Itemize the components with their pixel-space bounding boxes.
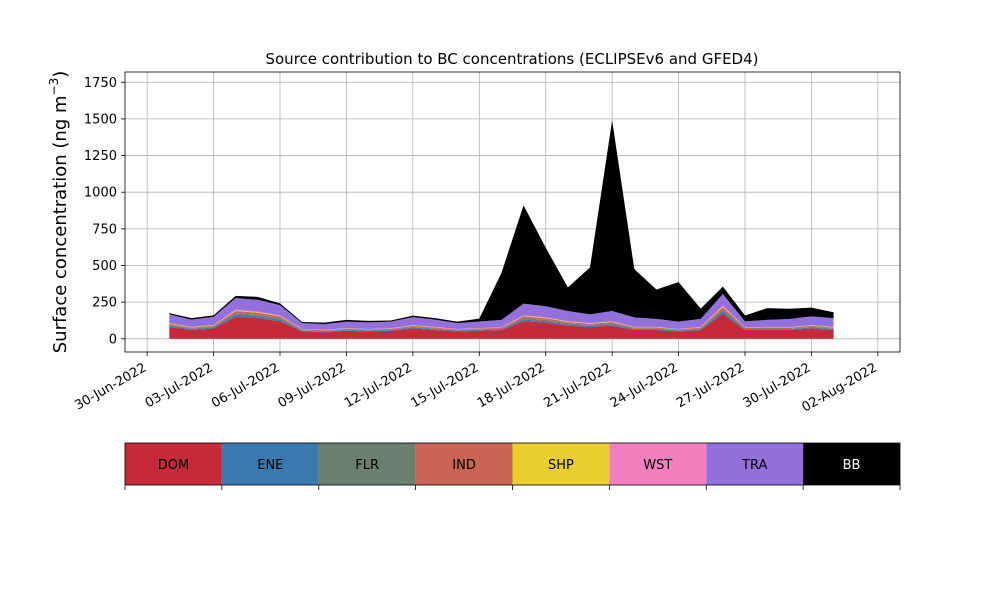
y-tick-label: 1250 <box>84 149 117 164</box>
x-tick-label: 30-Jun-2022 <box>72 360 149 413</box>
legend-label-ene: ENE <box>257 458 283 473</box>
x-tick-label: 27-Jul-2022 <box>674 360 747 411</box>
y-tick-label: 500 <box>92 259 117 274</box>
area-bb <box>169 120 834 325</box>
x-tick-label: 03-Jul-2022 <box>143 360 216 411</box>
legend-swatch-tra <box>706 443 804 485</box>
y-tick-label: 1750 <box>84 76 117 91</box>
y-tick-label: 750 <box>92 222 117 237</box>
x-tick-label: 21-Jul-2022 <box>541 360 614 411</box>
legend-swatch-wst <box>609 443 707 485</box>
x-tick-label: 18-Jul-2022 <box>475 360 548 411</box>
chart-title: Source contribution to BC concentrations… <box>265 50 758 68</box>
y-tick-label: 1000 <box>84 186 117 201</box>
x-tick-label: 06-Jul-2022 <box>209 360 282 411</box>
legend-label-bb: BB <box>843 458 861 473</box>
y-axis-label: Surface concentration (ng m−3) <box>47 71 71 354</box>
legend-swatch-dom <box>125 443 222 485</box>
plot-frame <box>124 71 901 353</box>
area-ind <box>169 307 834 331</box>
y-tick-label: 1500 <box>84 112 117 127</box>
legend-label-wst: WST <box>643 458 672 473</box>
y-axis-label-main: Surface concentration (ng m <box>50 95 71 353</box>
y-axis-label-superscript: −3 <box>47 78 61 96</box>
x-tick-label: 12-Jul-2022 <box>342 360 415 411</box>
legend-swatch-ind <box>415 443 513 485</box>
stacked-areas <box>169 120 834 339</box>
legend-label-flr: FLR <box>355 458 379 473</box>
legend-swatch-ene <box>221 443 319 485</box>
legend-swatch-shp <box>512 443 610 485</box>
axes: 0 250 500 750 1000 1250 1500 1750 30-Jun-202203-… <box>72 71 901 416</box>
legend-label-dom: DOM <box>158 458 189 473</box>
y-tick-label: 250 <box>92 296 117 311</box>
legend-label-tra: TRA <box>741 458 767 473</box>
x-tick-label: 24-Jul-2022 <box>608 360 681 411</box>
x-tick-label: 15-Jul-2022 <box>408 360 481 411</box>
x-tick-label: 09-Jul-2022 <box>276 360 349 411</box>
legend-swatch-bb <box>803 443 900 485</box>
area-dom <box>169 313 834 339</box>
legend-swatch-flr <box>318 443 416 485</box>
legend-colorbar: DOM ENE FLR IND SHP WST TRA BB <box>124 442 901 490</box>
area-tra <box>169 293 834 330</box>
legend-label-shp: SHP <box>548 458 574 473</box>
y-tick-label: 0 <box>109 332 117 347</box>
y-axis-label-close: ) <box>50 71 71 78</box>
x-tick-label: 02-Aug-2022 <box>800 360 880 415</box>
legend-label-ind: IND <box>452 458 476 473</box>
